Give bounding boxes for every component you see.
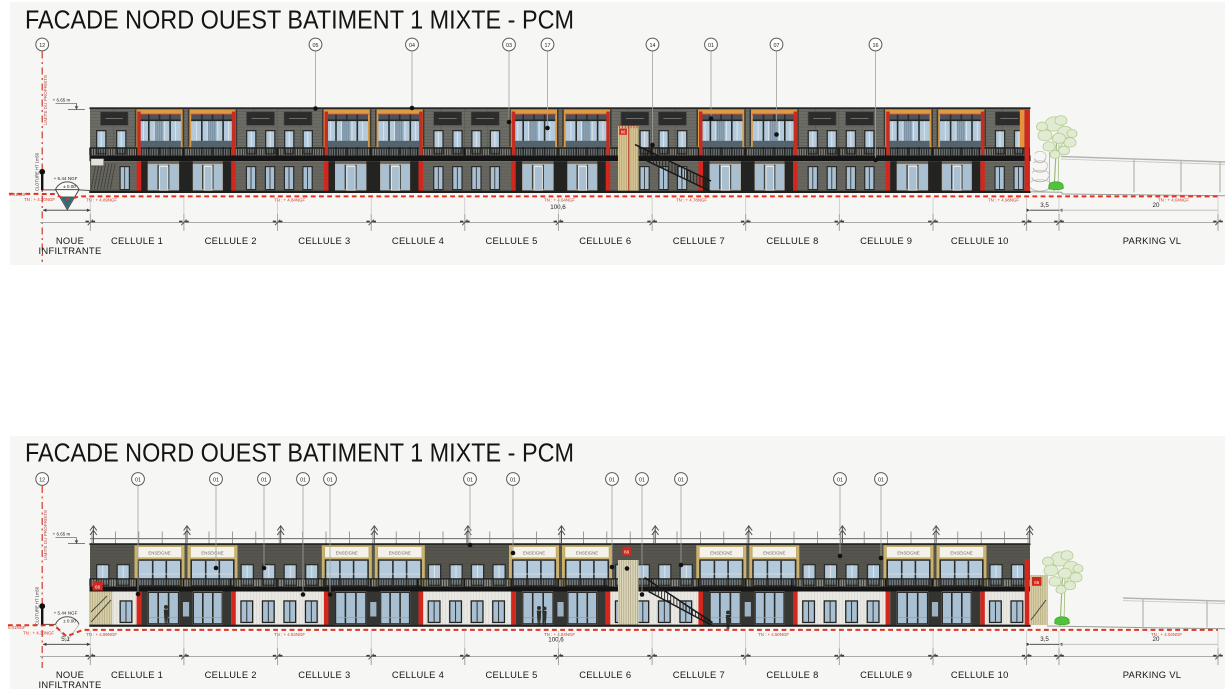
svg-text:NOUE: NOUE xyxy=(56,235,84,246)
svg-text:FACADE NORD OUEST BATIMENT 1 M: FACADE NORD OUEST BATIMENT 1 MIXTE - PCM xyxy=(25,7,574,35)
svg-text:ENSEIGNE: ENSEIGNE xyxy=(576,550,598,555)
svg-text:ENSEIGNE: ENSEIGNE xyxy=(763,550,785,555)
svg-text:07: 07 xyxy=(774,43,780,49)
svg-text:01: 01 xyxy=(678,477,684,483)
svg-text:CELLULE 2: CELLULE 2 xyxy=(205,235,257,246)
svg-text:INFILTRANTE: INFILTRANTE xyxy=(38,679,101,690)
svg-text:CELLULE 9: CELLULE 9 xyxy=(860,235,912,246)
svg-text:TN : + 4.54NGF: TN : + 4.54NGF xyxy=(274,632,305,637)
svg-text:CELLULE 6: CELLULE 6 xyxy=(579,235,631,246)
svg-text:ENSEIGNE: ENSEIGNE xyxy=(389,550,411,555)
svg-text:INFILTRANTE: INFILTRANTE xyxy=(38,245,101,256)
svg-text:17: 17 xyxy=(545,43,551,49)
svg-text:CELLULE 9: CELLULE 9 xyxy=(860,669,912,680)
svg-text:LIMITE DU PROPRIETE: LIMITE DU PROPRIETE xyxy=(43,510,48,561)
svg-text:ENSEIGNE: ENSEIGNE xyxy=(148,550,170,555)
svg-text:66: 66 xyxy=(621,130,626,135)
svg-text:CELLULE 3: CELLULE 3 xyxy=(298,669,350,680)
svg-text:100,6: 100,6 xyxy=(548,637,564,644)
svg-text:12: 12 xyxy=(39,477,45,483)
svg-text:3,5: 3,5 xyxy=(1040,202,1049,209)
svg-text:01: 01 xyxy=(878,477,884,483)
svg-text:CELLULE 10: CELLULE 10 xyxy=(951,235,1009,246)
svg-text:CELLULE 10: CELLULE 10 xyxy=(951,669,1009,680)
svg-text:20: 20 xyxy=(1153,202,1160,209)
svg-text:TN : + 4.89NGF: TN : + 4.89NGF xyxy=(86,197,117,202)
svg-text:14: 14 xyxy=(650,43,656,49)
svg-text:TN : + 4.50NGF: TN : + 4.50NGF xyxy=(758,632,789,637)
svg-text:20: 20 xyxy=(1153,636,1160,643)
svg-text:± 0.00: ± 0.00 xyxy=(63,184,76,189)
svg-text:CELLULE 7: CELLULE 7 xyxy=(673,669,725,680)
svg-text:PARKING VL: PARKING VL xyxy=(1123,669,1182,680)
svg-text:01: 01 xyxy=(300,477,306,483)
svg-text:03: 03 xyxy=(506,43,512,49)
svg-text:CLOTURE HT 1m50: CLOTURE HT 1m50 xyxy=(35,586,40,625)
svg-text:ENSEIGNE: ENSEIGNE xyxy=(950,550,972,555)
svg-text:TN : + 4.84NGF: TN : + 4.84NGF xyxy=(544,632,575,637)
svg-text:01: 01 xyxy=(213,477,219,483)
svg-text:FACADE NORD OUEST BATIMENT 1 M: FACADE NORD OUEST BATIMENT 1 MIXTE - PCM xyxy=(25,440,574,468)
svg-text:01: 01 xyxy=(327,477,333,483)
svg-text:CELLULE 7: CELLULE 7 xyxy=(673,235,725,246)
svg-text:NOUE: NOUE xyxy=(56,669,84,680)
svg-text:TN : + 4.89NGF: TN : + 4.89NGF xyxy=(86,632,117,637)
svg-text:01: 01 xyxy=(261,477,267,483)
svg-text:CELLULE 8: CELLULE 8 xyxy=(766,669,818,680)
svg-text:CELLULE 1: CELLULE 1 xyxy=(111,235,163,246)
svg-text:CELLULE 8: CELLULE 8 xyxy=(766,235,818,246)
svg-text:66: 66 xyxy=(1034,580,1039,585)
svg-text:ENSEIGNE: ENSEIGNE xyxy=(710,550,732,555)
svg-text:05: 05 xyxy=(313,43,319,49)
svg-text:CELLULE 2: CELLULE 2 xyxy=(205,669,257,680)
svg-text:ENSEIGNE: ENSEIGNE xyxy=(523,550,545,555)
svg-text:01: 01 xyxy=(609,477,615,483)
svg-text:66: 66 xyxy=(624,550,630,555)
svg-text:CELLULE 4: CELLULE 4 xyxy=(392,235,444,246)
svg-text:CELLULE 1: CELLULE 1 xyxy=(111,669,163,680)
svg-text:PARKING VL: PARKING VL xyxy=(1123,235,1182,246)
svg-text:TN : + 4.30NGF: TN : + 4.30NGF xyxy=(24,197,55,202)
svg-text:LIMITE DU PROPRIETE: LIMITE DU PROPRIETE xyxy=(43,75,48,126)
svg-text:5,1: 5,1 xyxy=(61,636,70,643)
svg-text:3,5: 3,5 xyxy=(1040,636,1049,643)
svg-text:+ 5.44 NGF: + 5.44 NGF xyxy=(54,610,78,615)
svg-text:TN : + 4.98NGF: TN : + 4.98NGF xyxy=(988,197,1019,202)
svg-text:01: 01 xyxy=(708,43,714,49)
svg-text:04: 04 xyxy=(409,43,415,49)
svg-text:+ 5.44 NGF: + 5.44 NGF xyxy=(54,176,78,181)
svg-text:TN : + 4.78NGF: TN : + 4.78NGF xyxy=(676,197,707,202)
svg-text:CELLULE 5: CELLULE 5 xyxy=(485,669,537,680)
svg-text:TN : + 4.30NGF: TN : + 4.30NGF xyxy=(23,631,54,636)
svg-text:12: 12 xyxy=(39,43,45,49)
svg-text:01: 01 xyxy=(837,477,843,483)
svg-text:TN : + 4.84NGF: TN : + 4.84NGF xyxy=(274,197,305,202)
svg-text:ENSEIGNE: ENSEIGNE xyxy=(897,550,919,555)
svg-text:CELLULE 5: CELLULE 5 xyxy=(485,235,537,246)
svg-text:TN : + 4.64NGF: TN : + 4.64NGF xyxy=(544,197,575,202)
svg-text:CELLULE 3: CELLULE 3 xyxy=(298,235,350,246)
svg-text:+ 6.65 m: + 6.65 m xyxy=(53,532,71,537)
svg-text:ENSEIGNE: ENSEIGNE xyxy=(336,550,358,555)
svg-text:01: 01 xyxy=(639,477,645,483)
svg-text:5.41NGF: 5.41NGF xyxy=(8,625,26,630)
svg-text:CELLULE 4: CELLULE 4 xyxy=(392,669,444,680)
svg-text:16: 16 xyxy=(873,43,879,49)
svg-text:01: 01 xyxy=(135,477,141,483)
svg-text:01: 01 xyxy=(510,477,516,483)
svg-text:CELLULE 6: CELLULE 6 xyxy=(579,669,631,680)
svg-text:+ 6.65 m: + 6.65 m xyxy=(53,97,71,102)
svg-text:TN : + 4.04NGF: TN : + 4.04NGF xyxy=(1151,632,1182,637)
svg-text:5.41NGF: 5.41NGF xyxy=(9,192,27,197)
svg-text:TN : + 4.04NGF: TN : + 4.04NGF xyxy=(1158,197,1189,202)
svg-text:CLOTURE HT 1m50: CLOTURE HT 1m50 xyxy=(35,152,40,191)
svg-text:66: 66 xyxy=(95,584,101,589)
svg-text:± 0.00: ± 0.00 xyxy=(63,619,76,624)
svg-text:01: 01 xyxy=(467,477,473,483)
svg-text:ENSEIGNE: ENSEIGNE xyxy=(201,550,223,555)
